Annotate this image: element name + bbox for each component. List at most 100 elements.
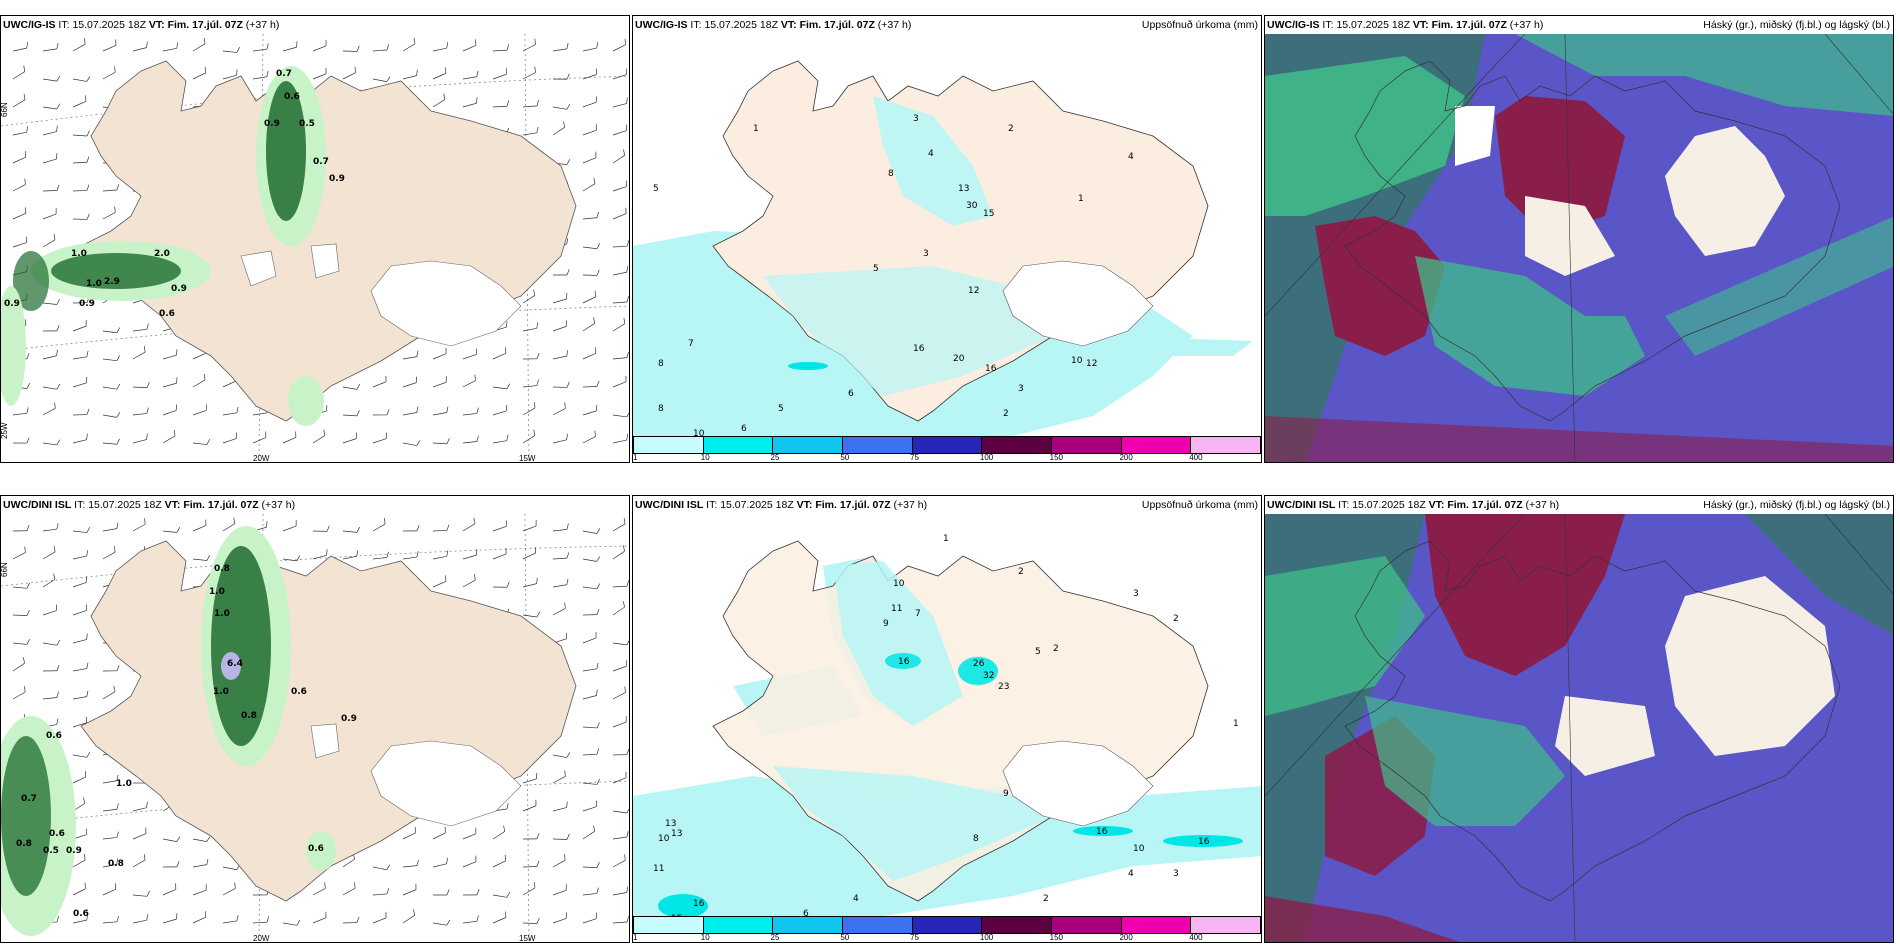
precip-value: 20 xyxy=(953,354,965,364)
it-value: 15.07.2025 18Z xyxy=(1352,499,1426,511)
axis-label-lon: 15W xyxy=(519,934,536,943)
wind-barb xyxy=(582,586,597,590)
precip-value: 10 xyxy=(893,579,905,589)
colorbar-swatch xyxy=(842,916,912,934)
wind-barb xyxy=(432,442,447,445)
wind-barb xyxy=(162,410,177,416)
wind-barb xyxy=(552,754,567,758)
wind-barb xyxy=(582,410,597,416)
wind-barb xyxy=(462,45,476,52)
colorbar-tick-label: 75 xyxy=(910,933,920,942)
wind-barb-flag xyxy=(626,412,629,418)
wind-barb xyxy=(132,47,147,52)
wind-barb-flag xyxy=(536,322,539,329)
model-name: UWC/IG-IS xyxy=(1267,19,1320,31)
wind-barb-flag xyxy=(86,408,90,415)
wind-barb-flag xyxy=(116,831,119,838)
wind-barb-flag xyxy=(356,384,361,390)
wind-barb xyxy=(42,213,57,220)
wind-barb-flag xyxy=(446,889,450,896)
colorbar-swatch xyxy=(1120,916,1191,934)
wind-barb xyxy=(552,355,567,360)
wind-barb xyxy=(462,523,476,532)
it-label: IT: xyxy=(690,19,702,31)
wind-barb-flag xyxy=(56,718,59,725)
wind-barb xyxy=(402,832,416,840)
wind-barb-flag xyxy=(476,889,480,895)
wind-barb xyxy=(162,889,176,896)
wind-barb xyxy=(612,381,627,388)
wind-barb-flag xyxy=(146,323,149,330)
wind-barb-flag xyxy=(296,555,301,562)
colorbar-swatch xyxy=(633,436,703,454)
colorbar-tick-label: 150 xyxy=(1049,933,1064,942)
wind-barb xyxy=(582,157,597,164)
wind-barb xyxy=(552,106,567,110)
wind-barb-flag xyxy=(596,42,598,49)
wind-barb xyxy=(492,74,507,80)
wind-barb-flag xyxy=(114,206,116,213)
wind-barb xyxy=(132,386,148,388)
wind-barb xyxy=(462,380,476,388)
it-label: IT: xyxy=(74,499,86,511)
wind-barb-flag xyxy=(266,916,270,923)
wind-barb-flag xyxy=(533,401,536,408)
it-value: 15.07.2025 18Z xyxy=(88,499,162,511)
wind-barb xyxy=(552,859,566,868)
wind-barb xyxy=(42,610,57,616)
wind-barb-flag xyxy=(146,433,148,440)
precip-value: 0.8 xyxy=(214,564,230,574)
it-value: 15.07.2025 18Z xyxy=(1336,19,1410,31)
wind-barb xyxy=(582,296,596,304)
wind-barb xyxy=(72,754,87,758)
panel-field-title: Háský (gr.), miðský (fj.bl.) og lágský (… xyxy=(1703,19,1890,31)
colorbar-tick-label: 100 xyxy=(979,933,994,942)
wind-barb xyxy=(12,131,27,136)
precip-value: 11 xyxy=(653,864,664,874)
wind-barb xyxy=(582,47,597,52)
wind-barb xyxy=(522,105,537,108)
wind-barb xyxy=(72,722,87,728)
panel-header: UWC/IG-IS IT: 15.07.2025 18Z VT: Fim. 17… xyxy=(633,16,1261,34)
wind-barb-flag xyxy=(116,355,121,361)
precip-value: 2 xyxy=(1053,644,1059,654)
wind-barb xyxy=(72,382,87,388)
wind-barb-flag xyxy=(116,383,121,390)
wind-barb-flag xyxy=(266,521,268,528)
wind-barb-flag xyxy=(236,406,239,413)
axis-label-lat: 25W xyxy=(1,422,9,439)
wind-barb xyxy=(42,48,57,52)
wind-barb xyxy=(522,435,536,444)
wind-barb-flag xyxy=(116,522,119,529)
graticule xyxy=(1265,513,1893,942)
wind-barb xyxy=(612,550,625,560)
wind-barb-flag xyxy=(56,349,58,356)
wind-barb xyxy=(72,356,87,360)
precip-value: 23 xyxy=(998,682,1009,692)
wind-barb-flag xyxy=(564,854,566,861)
wind-barb xyxy=(72,610,87,616)
wind-barb-flag xyxy=(416,69,418,76)
wind-barb-flag xyxy=(146,801,148,808)
wind-barb-flag xyxy=(86,662,89,669)
wind-barb xyxy=(12,47,27,52)
wind-barb-flag xyxy=(113,546,116,553)
wind-barb xyxy=(552,918,567,924)
wind-barb xyxy=(372,917,387,924)
precip-value: 2 xyxy=(1003,409,1009,419)
lead-time: (+37 h) xyxy=(893,499,928,511)
precip-value: 10 xyxy=(1071,356,1083,366)
model-name: UWC/DINI ISL xyxy=(3,499,72,511)
wind-barb xyxy=(102,780,117,784)
wind-barb-flag xyxy=(23,65,26,72)
wind-barb xyxy=(162,47,177,52)
map-accum-precip: 1 2 10 11 7 9 16 26 32 23 5 2 3 2 1 13 1… xyxy=(633,534,1261,926)
wind-barb xyxy=(522,866,538,868)
colorbar-tick-label: 50 xyxy=(840,453,850,462)
wind-barb-flag xyxy=(56,325,60,332)
precip-value: 10 xyxy=(693,429,705,439)
wind-barb-flag xyxy=(416,440,421,446)
wind-barb-flag xyxy=(623,149,626,156)
precip-value: 0.6 xyxy=(284,92,300,102)
wind-barb-flag xyxy=(596,211,599,218)
